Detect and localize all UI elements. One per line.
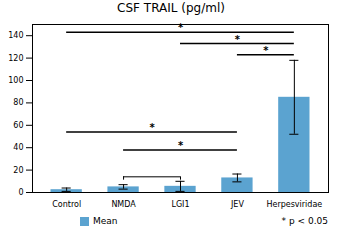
svg-text:60: 60 [13, 121, 23, 130]
html-text:Mean: Mean [93, 216, 118, 226]
svg-text:140: 140 [8, 31, 23, 40]
svg-text:0: 0 [18, 188, 23, 197]
svg-text:80: 80 [13, 98, 23, 107]
svg-text:120: 120 [8, 54, 23, 63]
svg-text:40: 40 [13, 143, 23, 152]
svg-text:100: 100 [8, 76, 23, 85]
svg-text:Herpesviridae: Herpesviridae [266, 200, 322, 209]
svg-text:Control: Control [52, 200, 81, 209]
html-text:* p < 0.05: * p < 0.05 [281, 216, 328, 226]
svg-text:*: * [178, 140, 184, 151]
svg-text:LGI1: LGI1 [171, 200, 189, 209]
svg-text:JEV: JEV [230, 200, 244, 209]
html-text:CSF TRAIL (pg/ml): CSF TRAIL (pg/ml) [117, 1, 225, 15]
svg-text:20: 20 [13, 166, 23, 175]
svg-text:*: * [263, 45, 269, 56]
svg-text:*: * [178, 22, 184, 33]
svg-text:*: * [235, 34, 241, 45]
svg-text:*: * [149, 122, 155, 133]
svg-text:NMDA: NMDA [111, 200, 136, 209]
